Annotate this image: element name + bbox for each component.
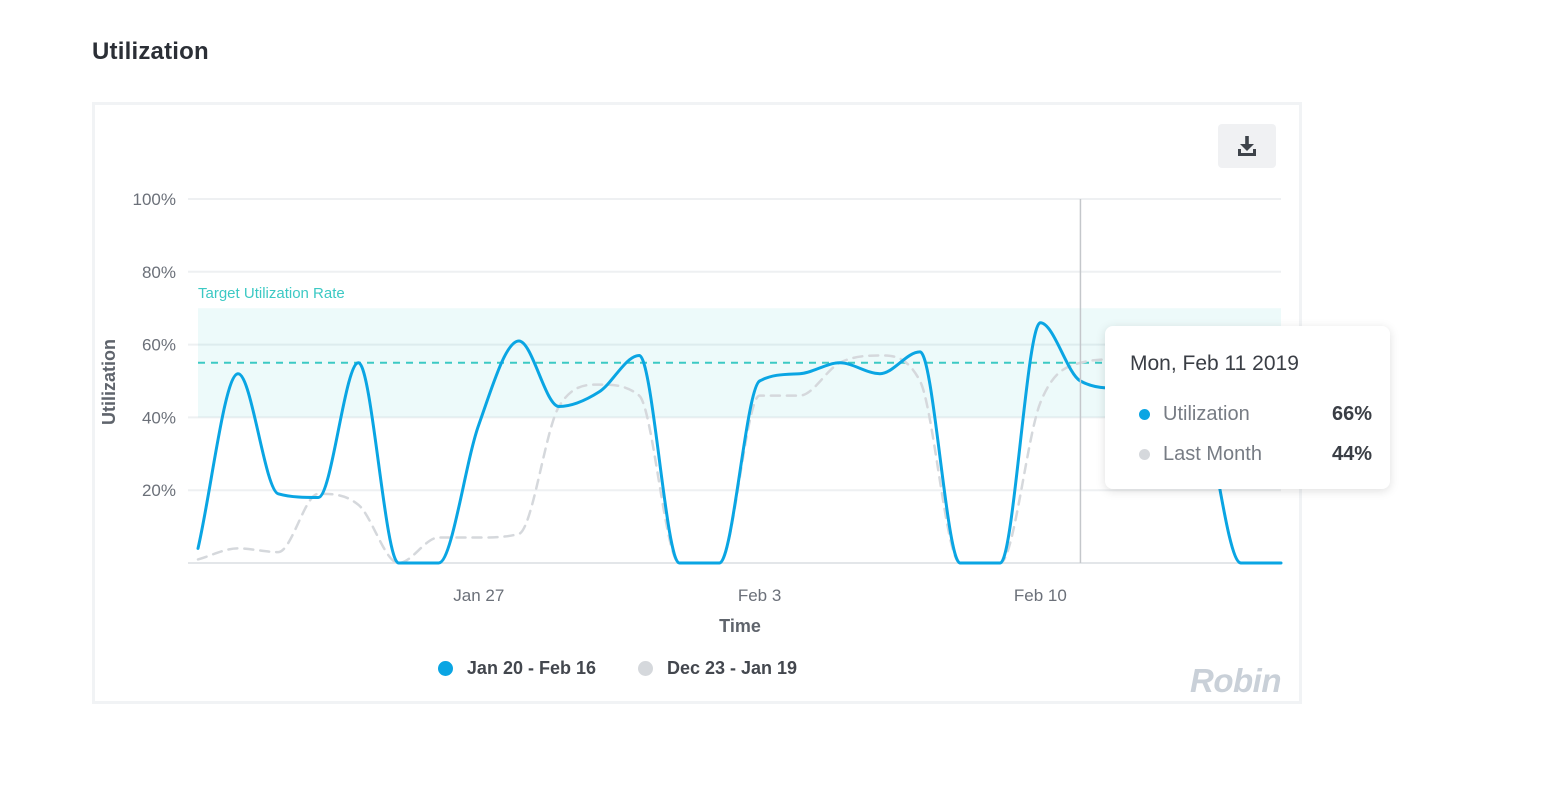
y-tick-label: 100% [133, 190, 176, 209]
x-axis: Jan 27 Feb 3 Feb 10 [453, 586, 1067, 605]
x-tick-label: Jan 27 [453, 586, 504, 605]
y-axis-title: Utilization [99, 339, 119, 425]
x-tick-label: Feb 10 [1014, 586, 1067, 605]
legend-item-previous[interactable]: Dec 23 - Jan 19 [637, 658, 798, 679]
y-tick-label: 20% [142, 481, 176, 500]
y-axis: 20% 40% 60% 80% 100% [133, 190, 176, 500]
target-band-label: Target Utilization Rate [198, 285, 345, 302]
y-tick-label: 40% [142, 408, 176, 427]
tooltip-title: Mon, Feb 11 2019 [1130, 352, 1299, 375]
grid-lines [188, 198, 1281, 564]
page-title: Utilization [92, 38, 209, 65]
legend-label: Dec 23 - Jan 19 [666, 658, 798, 678]
tooltip-dot [1139, 408, 1150, 420]
y-tick-label: 80% [142, 263, 176, 282]
download-button[interactable] [1218, 124, 1276, 168]
tooltip-row-last-month: Last Month 44% [1130, 434, 1372, 474]
chart-card [92, 102, 1302, 704]
tooltip-dot [1139, 448, 1150, 460]
download-icon [1238, 136, 1256, 156]
legend-dot [637, 661, 653, 676]
legend-item-current[interactable]: Jan 20 - Feb 16 [437, 658, 596, 679]
legend-label: Jan 20 - Feb 16 [466, 658, 596, 678]
tooltip-row-utilization: Utilization 66% [1130, 394, 1372, 434]
x-tick-label: Feb 3 [738, 586, 781, 605]
chart-tooltip: Mon, Feb 11 2019 Utilization 66% Last Mo… [1105, 326, 1390, 489]
tooltip-series-name: Utilization [1163, 402, 1250, 425]
chart-legend: Jan 20 - Feb 16 Dec 23 - Jan 19 [0, 658, 1563, 679]
legend-dot [437, 661, 453, 676]
target-band: Target Utilization Rate [198, 285, 1281, 418]
y-tick-label: 60% [142, 336, 176, 355]
robin-logo: Robin [1190, 662, 1281, 699]
tooltip-series-value: 44% [1331, 442, 1372, 465]
tooltip-series-name: Last Month [1163, 442, 1262, 465]
x-axis-title: Time [719, 616, 761, 636]
tooltip-series-value: 66% [1331, 402, 1372, 425]
